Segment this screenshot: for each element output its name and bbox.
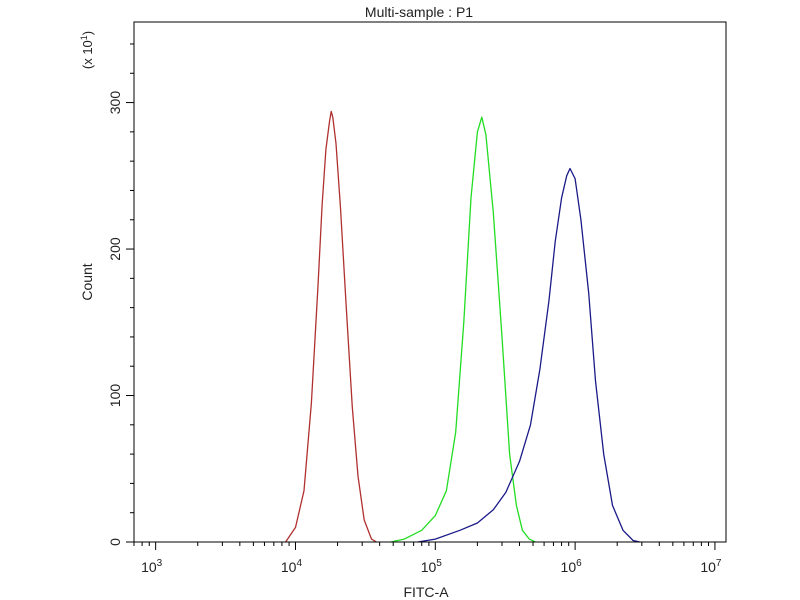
plot-frame xyxy=(133,21,727,543)
y-tick-label: 200 xyxy=(107,237,123,261)
series-line-3 xyxy=(417,167,640,543)
x-tick-label: 107 xyxy=(700,558,722,575)
x-tick-label: 103 xyxy=(141,558,163,575)
y-tick-label: 0 xyxy=(107,538,123,546)
y-tick-label: 300 xyxy=(107,91,123,115)
y-axis: 0 100 200 300 xyxy=(107,43,134,546)
x-axis: 103 104 105 106 107 xyxy=(133,542,722,575)
x-tick-label: 105 xyxy=(421,558,443,575)
chart-title: Multi-sample : P1 xyxy=(365,4,473,20)
series-layer xyxy=(285,110,640,543)
y-axis-multiplier-label: (x 101) xyxy=(79,31,95,69)
y-axis-label: Count xyxy=(79,263,95,300)
x-tick-label: 106 xyxy=(561,558,583,575)
x-axis-label: FITC-A xyxy=(403,584,449,600)
y-tick-label: 100 xyxy=(107,384,123,408)
series-line-1 xyxy=(285,110,377,543)
series-line-2 xyxy=(390,116,536,543)
x-tick-label: 104 xyxy=(281,558,303,575)
